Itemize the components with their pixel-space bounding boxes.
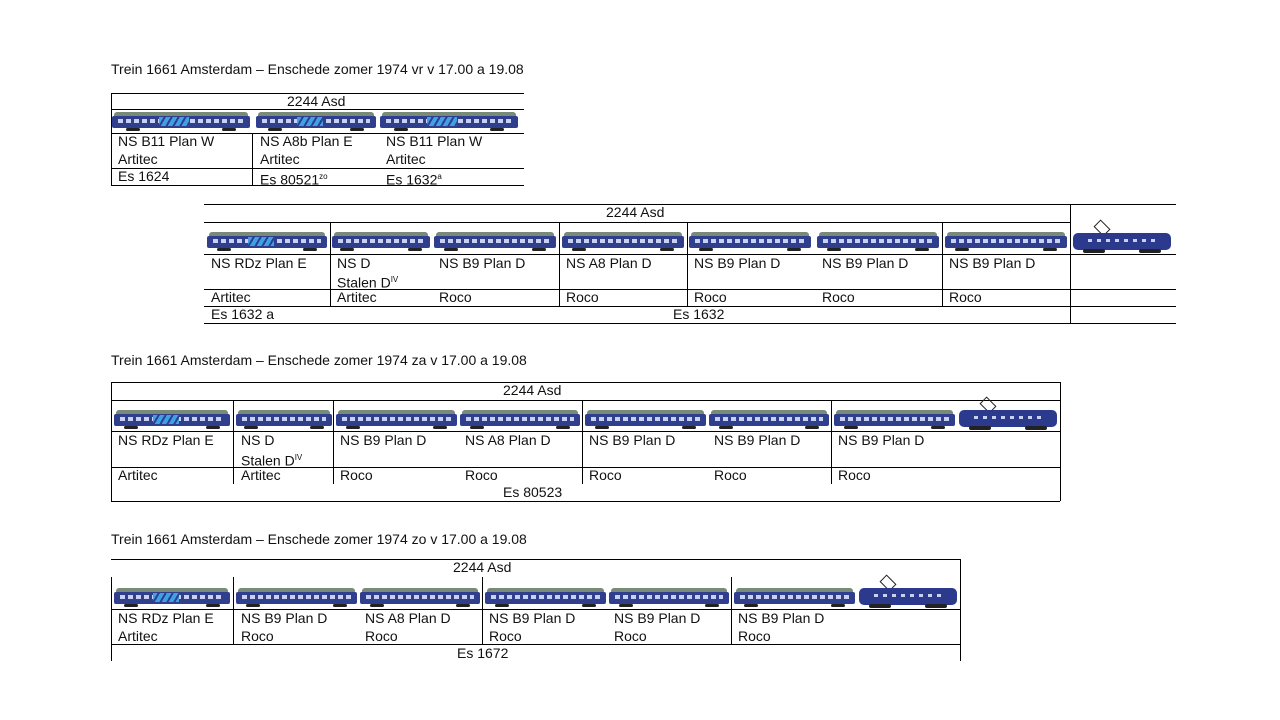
coach-icon (585, 409, 706, 429)
coach-icon (114, 587, 230, 607)
car-maker: Roco (714, 467, 747, 483)
es-code: Es 1624 (118, 168, 170, 184)
car-maker: Roco (694, 289, 727, 305)
es-code: Es 1672 (457, 645, 509, 661)
car-name: NS A8 Plan D (365, 610, 451, 626)
car-maker: Roco (489, 628, 522, 644)
car-maker: Artitec (260, 151, 300, 167)
loco-label: 2244 Asd (287, 93, 346, 109)
coach-icon (817, 231, 939, 251)
car-name: NS B9 Plan D (489, 610, 576, 626)
car-maker: Artitec (241, 467, 281, 483)
car-maker: Roco (241, 628, 274, 644)
car-name: NS D (337, 255, 371, 271)
es-code: Es 1632 (673, 306, 725, 322)
coach-icon (945, 231, 1067, 251)
coach-icon (485, 587, 606, 607)
es-code: Es 80521zo (260, 171, 328, 188)
car-maker: Roco (738, 628, 771, 644)
car-maker: Roco (949, 289, 982, 305)
coach-icon (834, 409, 955, 429)
locomotive-icon (859, 574, 957, 608)
car-maker: Artitec (337, 289, 377, 305)
car-name: NS B9 Plan D (614, 610, 701, 626)
car-maker: Roco (365, 628, 398, 644)
car-name: NS B9 Plan D (949, 255, 1036, 271)
coach-icon (734, 587, 855, 607)
car-maker: Roco (589, 467, 622, 483)
car-name: NS B9 Plan D (589, 432, 676, 448)
car-maker: Roco (439, 289, 472, 305)
coach-icon (336, 409, 457, 429)
coach-icon (256, 111, 376, 131)
coach-icon (112, 111, 250, 131)
car-maker: Roco (838, 467, 871, 483)
car-name: NS B11 Plan W (118, 133, 215, 149)
coach-icon (236, 409, 332, 429)
car-maker: Roco (822, 289, 855, 305)
car-name: NS A8 Plan D (465, 432, 551, 448)
car-maker: Roco (566, 289, 599, 305)
car-name: NS B9 Plan D (838, 432, 925, 448)
car-maker: Roco (340, 467, 373, 483)
car-name: NS B9 Plan D (714, 432, 801, 448)
coach-icon (380, 111, 518, 131)
car-name: NS B9 Plan D (694, 255, 781, 271)
car-name: NS RDz Plan E (118, 610, 214, 626)
train-title-fri: Trein 1661 Amsterdam – Enschede zomer 19… (111, 61, 524, 77)
locomotive-icon (1073, 219, 1171, 253)
car-maker: Artitec (118, 151, 158, 167)
coach-icon (609, 587, 729, 607)
coach-icon (360, 587, 480, 607)
car-name: NS B9 Plan D (738, 610, 825, 626)
loco-label: 2244 Asd (606, 204, 665, 220)
coach-icon (207, 231, 327, 251)
car-name: NS B11 Plan W (386, 133, 483, 149)
car-name-sub: Stalen DIV (337, 274, 399, 291)
car-name: NS A8 Plan D (566, 255, 652, 271)
locomotive-icon (959, 396, 1057, 430)
es-code: Es 1632a (386, 171, 442, 188)
car-name: NS A8b Plan E (260, 133, 353, 149)
coach-icon (236, 587, 357, 607)
car-name: NS D (241, 432, 275, 448)
car-name: NS B9 Plan D (241, 610, 328, 626)
car-maker: Roco (465, 467, 498, 483)
car-maker: Artitec (118, 628, 158, 644)
car-maker: Roco (614, 628, 647, 644)
coach-icon (434, 231, 556, 251)
car-name: NS RDz Plan E (211, 255, 307, 271)
car-name: NS RDz Plan E (118, 432, 214, 448)
coach-icon (332, 231, 430, 251)
car-maker: Artitec (118, 467, 158, 483)
car-name-sub: Stalen DIV (241, 452, 303, 469)
coach-icon (689, 231, 811, 251)
car-maker: Artitec (211, 289, 251, 305)
coach-icon (709, 409, 829, 429)
car-maker: Artitec (386, 151, 426, 167)
loco-label: 2244 Asd (453, 559, 512, 575)
es-code: Es 1632 a (211, 306, 275, 322)
car-name: NS B9 Plan D (340, 432, 427, 448)
car-name: NS B9 Plan D (822, 255, 909, 271)
train-title-sat: Trein 1661 Amsterdam – Enschede zomer 19… (111, 352, 527, 368)
coach-icon (114, 409, 230, 429)
loco-label: 2244 Asd (503, 382, 562, 398)
train-title-sun: Trein 1661 Amsterdam – Enschede zomer 19… (111, 531, 527, 547)
es-code: Es 80523 (503, 484, 563, 500)
coach-icon (460, 409, 580, 429)
car-name: NS B9 Plan D (439, 255, 526, 271)
coach-icon (562, 231, 684, 251)
